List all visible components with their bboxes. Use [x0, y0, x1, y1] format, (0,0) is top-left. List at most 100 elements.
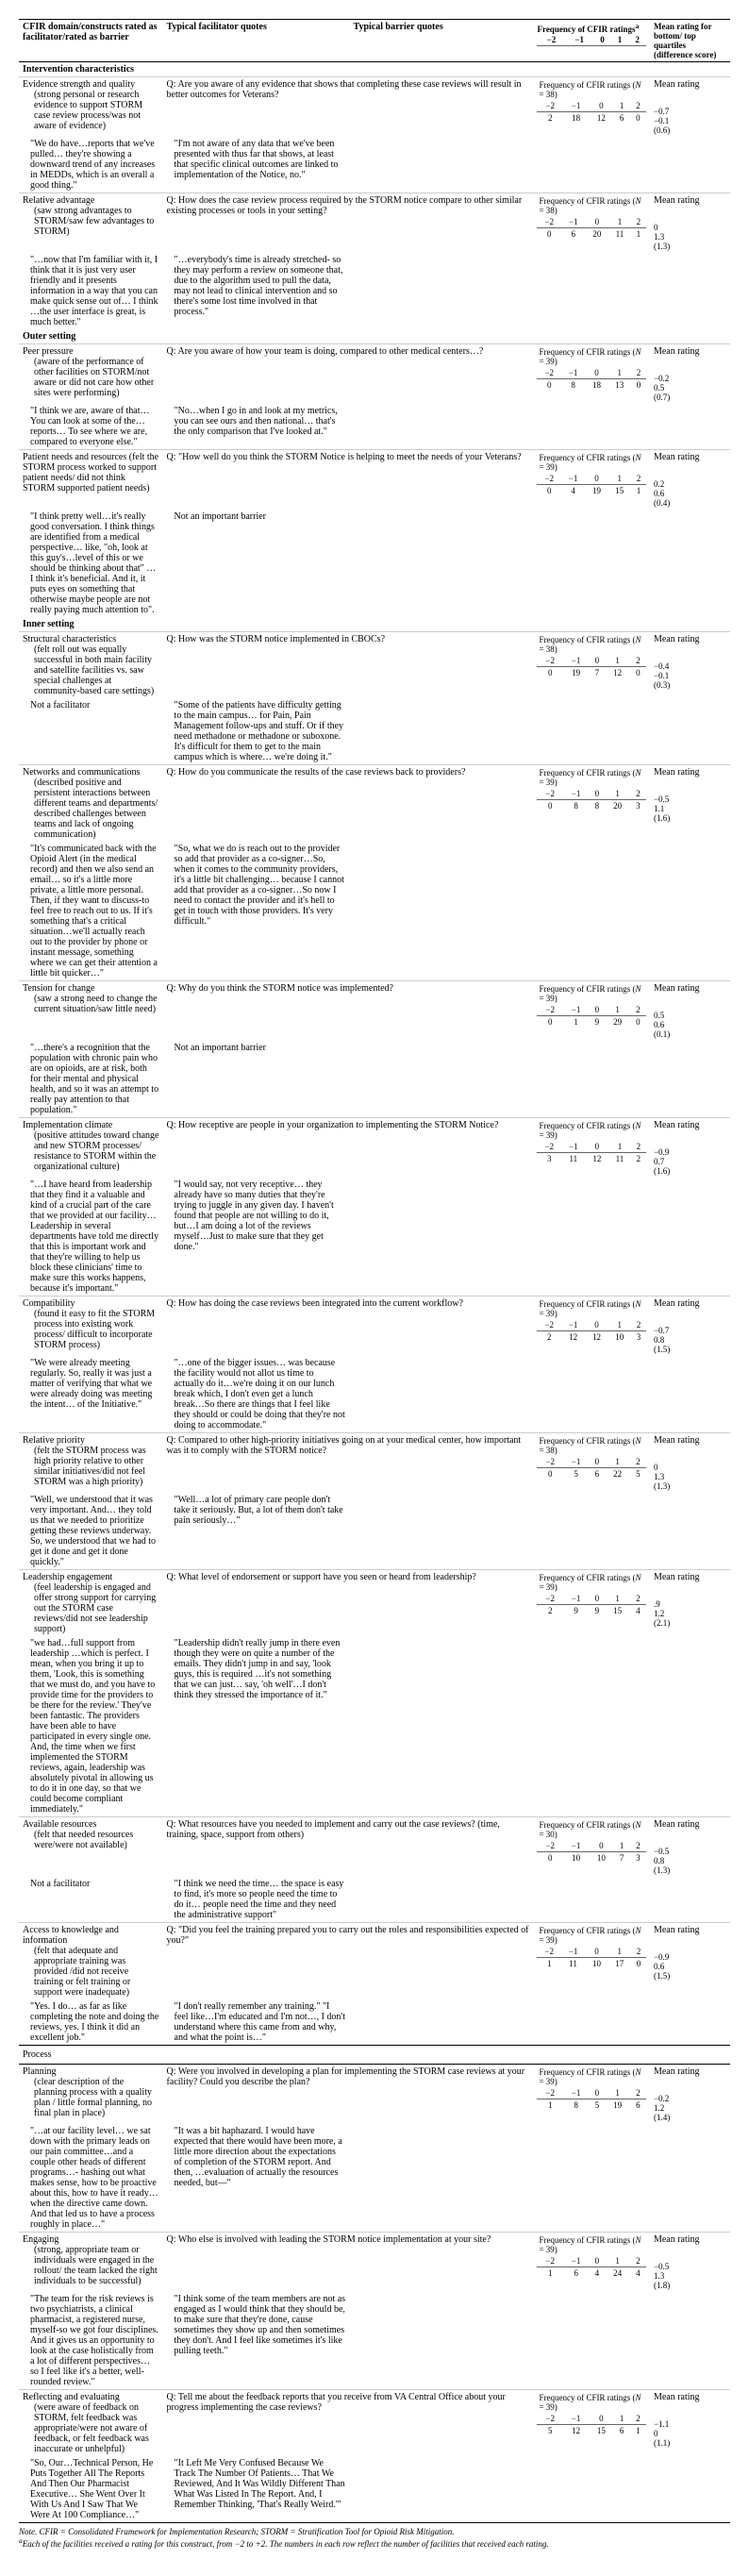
fac-quote: "It's communicated back with the Opioid …	[19, 842, 163, 981]
freq-block: Frequency of CFIR ratings (N = 39)−2−101…	[533, 1923, 649, 2000]
question: Q: How do you communicate the results of…	[163, 765, 534, 843]
mean-block: Mean rating −0.70.8(1.5)	[650, 1296, 730, 1357]
question: Q: How has doing the case reviews been i…	[163, 1296, 534, 1357]
mean-block: Mean rating 01.3(1.3)	[650, 1433, 730, 1494]
question: Q: How was the STORM notice implemented …	[163, 632, 534, 699]
freq-block: Frequency of CFIR ratings (N = 39)−2−101…	[533, 1296, 649, 1357]
construct-name: Access to knowledge and information(felt…	[19, 1923, 163, 2000]
bar-quote: "So, what we do is reach out to the prov…	[163, 842, 350, 981]
mean-block: Mean rating −0.20.5(0.7)	[650, 344, 730, 405]
hdr-mean: Mean rating for bottom/ top quartiles (d…	[650, 20, 730, 62]
freq-block: Frequency of CFIR ratings (N = 38)−2−101…	[533, 632, 649, 699]
fac-quote: "…now that I'm familiar with it, I think…	[19, 253, 163, 329]
mean-block: Mean rating −0.90.6(1.5)	[650, 1923, 730, 2000]
bar-quote: Not an important barrier	[163, 510, 350, 617]
question: Q: Were you involved in developing a pla…	[163, 2065, 534, 2125]
construct-name: Networks and communications(described po…	[19, 765, 163, 843]
mean-block: Mean rating 0.50.6(0.1)	[650, 981, 730, 1042]
fac-quote: "Yes. I do… as far as like completing th…	[19, 1999, 163, 2046]
bar-quote: "Leadership didn't really jump in there …	[163, 1636, 350, 1817]
construct-name: Leadership engagement(feel leadership is…	[19, 1570, 163, 1637]
question: Q: Are you aware of any evidence that sh…	[163, 77, 534, 138]
freq-block: Frequency of CFIR ratings (N = 39)−2−101…	[533, 344, 649, 405]
mean-block: Mean rating −0.50.8(1.3)	[650, 1817, 730, 1878]
construct-name: Structural characteristics(felt roll out…	[19, 632, 163, 699]
construct-name: Planning(clear description of the planni…	[19, 2065, 163, 2125]
fac-quote: "The team for the risk reviews is two ps…	[19, 2292, 163, 2390]
bar-quote: Not an important barrier	[163, 1041, 350, 1118]
construct-name: Implementation climate(positive attitude…	[19, 1118, 163, 1179]
construct-name: Peer pressure(aware of the performance o…	[19, 344, 163, 405]
question: Q: Who else is involved with leading the…	[163, 2233, 534, 2293]
freq-block: Frequency of CFIR ratings (N = 39)−2−101…	[533, 981, 649, 1042]
bar-quote: "I think some of the team members are no…	[163, 2292, 350, 2390]
section-title: Process	[19, 2046, 730, 2065]
bar-quote: "Well…a lot of primary care people don't…	[163, 1493, 350, 1570]
hdr-construct: CFIR domain/constructs rated as facilita…	[19, 20, 163, 62]
fac-quote: Not a facilitator	[19, 698, 163, 765]
fac-quote: "…at our facility level… we sat down wit…	[19, 2124, 163, 2233]
question: Q: How receptive are people in your orga…	[163, 1118, 534, 1179]
freq-block: Frequency of CFIR ratings (N = 39)−2−101…	[533, 1118, 649, 1179]
bar-quote: "I don't really remember any training." …	[163, 1999, 350, 2046]
bar-quote: "Some of the patients have difficulty ge…	[163, 698, 350, 765]
question: Q: Tell me about the feedback reports th…	[163, 2390, 534, 2457]
mean-block: Mean rating −0.51.1(1.6)	[650, 765, 730, 843]
bar-quote: "No…when I go in and look at my metrics,…	[163, 404, 350, 450]
question: Q: Why do you think the STORM notice was…	[163, 981, 534, 1042]
fac-quote: "…I have heard from leadership that they…	[19, 1178, 163, 1296]
mean-block: Mean rating −0.21.2(1.4)	[650, 2065, 730, 2125]
bar-quote: "…one of the bigger issues… was because …	[163, 1356, 350, 1433]
freq-block: Frequency of CFIR ratings (N = 39)−2−101…	[533, 1570, 649, 1637]
construct-name: Patient needs and resources (felt the ST…	[19, 450, 163, 510]
construct-name: Compatibility(found it easy to fit the S…	[19, 1296, 163, 1357]
fac-quote: Not a facilitator	[19, 1877, 163, 1923]
fac-quote: "I think pretty well…it's really good co…	[19, 510, 163, 617]
freq-block: Frequency of CFIR ratings (N = 39)−2−101…	[533, 765, 649, 843]
mean-block: Mean rating −1.10(1.1)	[650, 2390, 730, 2457]
fac-quote: "I think we are, aware of that… You can …	[19, 404, 163, 450]
question: Q: "Did you feel the training prepared y…	[163, 1923, 534, 2000]
freq-block: Frequency of CFIR ratings (N = 38)−2−101…	[533, 193, 649, 254]
freq-block: Frequency of CFIR ratings (N = 39)−2−101…	[533, 2065, 649, 2125]
construct-name: Engaging(strong, appropriate team or ind…	[19, 2233, 163, 2293]
construct-name: Reflecting and evaluating(were aware of …	[19, 2390, 163, 2457]
mean-block: Mean rating −0.7−0.1(0.6)	[650, 77, 730, 138]
note-line1: Note. CFIR = Consolidated Framework for …	[19, 2527, 455, 2536]
mean-block: Mean rating .91.2(2.1)	[650, 1570, 730, 1637]
question: Q: Compared to other high-priority initi…	[163, 1433, 534, 1494]
mean-block: Mean rating 0.20.6(0.4)	[650, 450, 730, 510]
freq-block: Frequency of CFIR ratings (N = 38)−2−101…	[533, 1433, 649, 1494]
mean-block: Mean rating −0.51.3(1.8)	[650, 2233, 730, 2293]
hdr-bar: Typical barrier quotes	[350, 20, 534, 62]
bar-quote: "It Left Me Very Confused Because We Tra…	[163, 2456, 350, 2522]
note-line2: Each of the facilities received a rating…	[23, 2539, 549, 2549]
fac-quote: "…there's a recognition that the populat…	[19, 1041, 163, 1118]
fac-quote: "So, Our…Technical Person, He Puts Toget…	[19, 2456, 163, 2522]
bar-quote: "I'm not aware of any data that we've be…	[163, 137, 350, 193]
hdr-fac: Typical facilitator quotes	[163, 20, 350, 62]
fac-quote: "We do have…reports that we've pulled… t…	[19, 137, 163, 193]
question: Q: Are you aware of how your team is doi…	[163, 344, 534, 405]
section-title: Outer setting	[19, 329, 730, 344]
freq-block: Frequency of CFIR ratings (N = 39)−2−101…	[533, 450, 649, 510]
bar-quote: "It was a bit haphazard. I would have ex…	[163, 2124, 350, 2233]
freq-block: Frequency of CFIR ratings (N = 30)−2−101…	[533, 1817, 649, 1878]
bar-quote: "I think we need the time… the space is …	[163, 1877, 350, 1923]
question: Q: What level of endorsement or support …	[163, 1570, 534, 1637]
construct-name: Evidence strength and quality(strong per…	[19, 77, 163, 138]
question: Q: What resources have you needed to imp…	[163, 1817, 534, 1878]
freq-block: Frequency of CFIR ratings (N = 38)−2−101…	[533, 77, 649, 138]
mean-block: Mean rating −0.4−0.1(0.3)	[650, 632, 730, 699]
section-title: Intervention characteristics	[19, 62, 730, 77]
bar-quote: "…everybody's time is already stretched-…	[163, 253, 350, 329]
mean-block: Mean rating 01.3(1.3)	[650, 193, 730, 254]
bar-quote: "I would say, not very receptive… they a…	[163, 1178, 350, 1296]
construct-name: Relative priority(felt the STORM process…	[19, 1433, 163, 1494]
construct-name: Available resources(felt that needed res…	[19, 1817, 163, 1878]
fac-quote: "we had…full support from leadership …wh…	[19, 1636, 163, 1817]
construct-name: Tension for change(saw a strong need to …	[19, 981, 163, 1042]
mean-block: Mean rating −0.90.7(1.6)	[650, 1118, 730, 1179]
question: Q: "How well do you think the STORM Noti…	[163, 450, 534, 510]
hdr-freq: Frequency of CFIR ratingsa −2−1012	[533, 20, 649, 62]
